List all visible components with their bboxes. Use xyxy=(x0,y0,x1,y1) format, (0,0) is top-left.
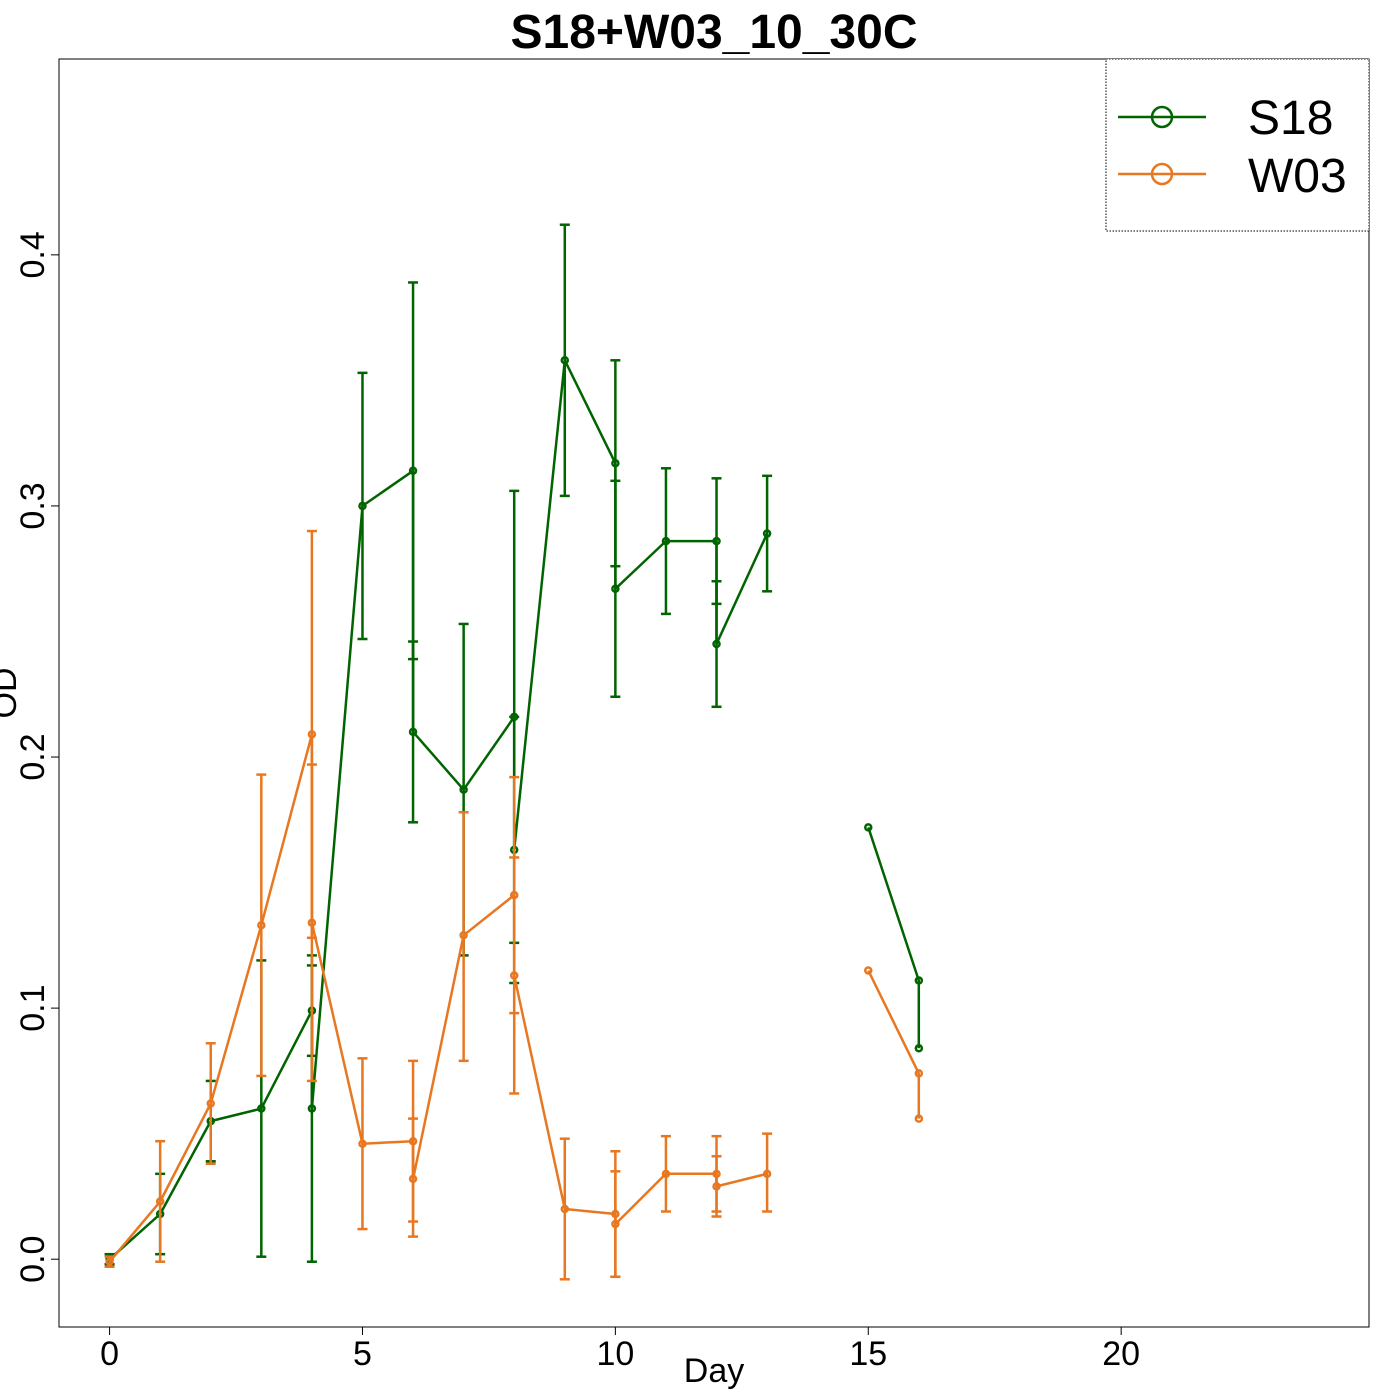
data-point xyxy=(762,1169,772,1179)
data-point xyxy=(257,921,266,930)
data-point xyxy=(712,536,721,546)
data-point xyxy=(762,529,772,538)
data-point xyxy=(307,1104,317,1113)
data-point xyxy=(307,918,317,927)
legend-marker-w03 xyxy=(1150,162,1174,186)
legend-label-s18: S18 xyxy=(1248,92,1333,145)
x-axis: 0 5 10 15 20 xyxy=(100,1327,1140,1373)
data-point xyxy=(611,459,620,468)
data-point xyxy=(611,584,620,594)
y-tick-label: 0.4 xyxy=(14,231,52,278)
data-point xyxy=(914,1114,924,1123)
data-point xyxy=(914,976,924,985)
legend-label-w03: W03 xyxy=(1248,150,1347,203)
data-point xyxy=(914,1044,924,1053)
data-point xyxy=(206,1099,215,1108)
legend: S18 W03 xyxy=(1105,58,1370,232)
series-line xyxy=(867,969,921,1119)
y-tick-label: 0.3 xyxy=(14,482,52,529)
data-point xyxy=(864,966,873,975)
data-point xyxy=(560,356,570,365)
data-point xyxy=(155,1197,165,1206)
x-tick-label: 5 xyxy=(353,1335,372,1373)
data-point xyxy=(358,501,367,511)
series-layer xyxy=(104,223,924,1281)
data-point xyxy=(712,1182,721,1191)
plot-frame xyxy=(58,58,1370,1328)
y-tick-label: 0.2 xyxy=(14,733,52,780)
x-tick-label: 15 xyxy=(849,1335,887,1373)
y-tick-label: 0.0 xyxy=(14,1236,52,1283)
series-line xyxy=(108,733,768,1263)
data-point xyxy=(712,639,721,649)
chart-title: S18+W03_10_30C xyxy=(511,6,918,59)
data-point xyxy=(459,931,468,940)
data-point xyxy=(611,1219,620,1229)
data-point xyxy=(257,1104,266,1113)
legend-marker-s18 xyxy=(1150,105,1174,129)
data-point xyxy=(105,1257,114,1266)
data-point xyxy=(408,727,418,737)
data-point xyxy=(459,785,468,794)
x-tick-label: 20 xyxy=(1102,1335,1140,1373)
series-line xyxy=(867,826,921,1049)
data-point xyxy=(509,971,519,980)
data-point xyxy=(661,536,671,546)
legend-box xyxy=(1105,58,1370,232)
x-axis-label: Day xyxy=(684,1352,744,1390)
y-axis-label: OD xyxy=(0,668,24,719)
series-s18 xyxy=(104,223,924,1266)
series-w03 xyxy=(104,529,924,1281)
data-point xyxy=(408,1174,418,1184)
data-point xyxy=(914,1069,924,1078)
data-point xyxy=(358,1139,367,1148)
x-tick-label: 10 xyxy=(596,1335,634,1373)
y-axis: 0.0 0.1 0.2 0.3 0.4 xyxy=(14,231,59,1283)
data-point xyxy=(864,823,873,832)
data-point xyxy=(307,730,317,739)
x-tick-label: 0 xyxy=(100,1335,119,1373)
y-tick-label: 0.1 xyxy=(14,984,52,1031)
data-point xyxy=(560,1204,570,1214)
data-point xyxy=(661,1169,671,1179)
data-point xyxy=(408,466,418,476)
